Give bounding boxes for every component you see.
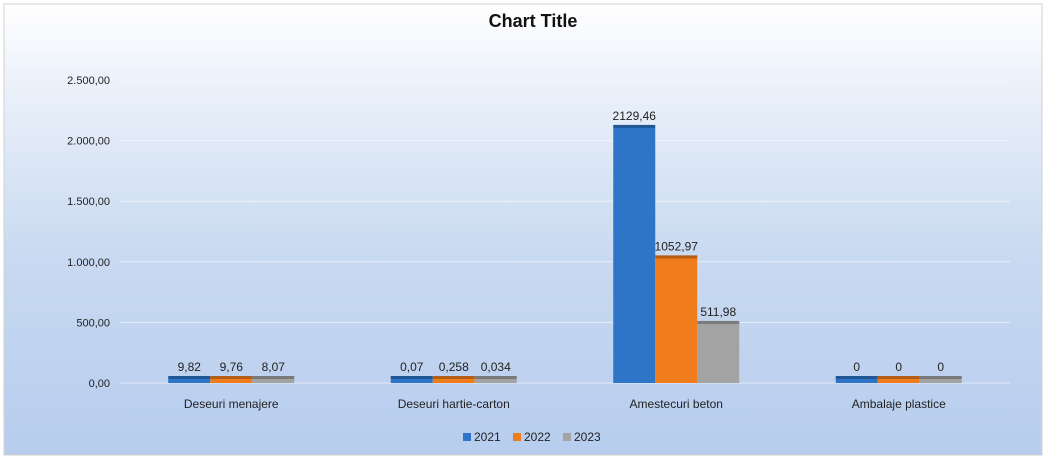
bar-top-edge <box>168 376 211 379</box>
bar-2021 <box>390 376 433 383</box>
bar-top-edge <box>835 376 878 379</box>
data-label: 0 <box>853 360 860 374</box>
data-label: 0,07 <box>400 360 424 374</box>
y-tick-label: 0,00 <box>89 378 110 390</box>
data-label: 0,258 <box>439 360 469 374</box>
chart-title: Chart Title <box>489 11 578 31</box>
legend-swatch <box>563 433 571 441</box>
data-label: 0,034 <box>481 360 511 374</box>
y-tick-label: 1.500,00 <box>67 196 110 208</box>
data-label: 1052,97 <box>655 239 699 253</box>
legend-label: 2023 <box>574 430 601 444</box>
y-tick-label: 2.000,00 <box>67 136 110 148</box>
bar-top-edge <box>919 376 962 379</box>
y-tick-label: 1.000,00 <box>67 257 110 269</box>
legend-swatch <box>463 433 471 441</box>
bar-2022 <box>877 376 920 383</box>
bar-top-edge <box>697 320 740 324</box>
bar-2023 <box>474 376 517 383</box>
y-axis-ticks: 0,00 500,00 1.000,00 1.500,00 2.000,00 2.500,… <box>67 75 110 390</box>
bar-top-edge <box>252 376 295 379</box>
data-labels: 9,82 9,76 8,07 0,07 0,258 0,034 2129,46 1052,97… <box>178 109 945 374</box>
bar-2021 <box>613 124 656 383</box>
bar-2022 <box>210 376 253 383</box>
bar-2023 <box>919 376 962 383</box>
category-labels: Deseuri menajere Deseuri hartie-carton Ame… <box>184 397 946 411</box>
bar-2023 <box>252 376 295 383</box>
data-label: 511,98 <box>700 305 736 319</box>
data-label: 9,76 <box>220 360 244 374</box>
legend: 2021 2022 2023 <box>463 430 601 444</box>
bar-2022 <box>432 376 475 383</box>
bar-top-edge <box>877 376 920 379</box>
data-label: 2129,46 <box>613 109 657 123</box>
data-label: 0 <box>937 360 944 374</box>
category-label: Deseuri hartie-carton <box>398 397 510 411</box>
bar-top-edge <box>210 376 253 379</box>
chart-background <box>3 3 1043 456</box>
bar-top-edge <box>655 255 698 259</box>
bars <box>168 124 962 383</box>
category-label: Deseuri menajere <box>184 397 279 411</box>
category-label: Amestecuri beton <box>630 397 723 411</box>
y-tick-label: 500,00 <box>76 317 110 329</box>
data-label: 0 <box>895 360 902 374</box>
y-tick-label: 2.500,00 <box>67 75 110 87</box>
bar-2023 <box>697 320 740 383</box>
bar-top-edge <box>474 376 517 379</box>
data-label: 9,82 <box>178 360 202 374</box>
legend-swatch <box>513 433 521 441</box>
bar-top-edge <box>432 376 475 379</box>
legend-label: 2021 <box>474 430 501 444</box>
bar-2022 <box>655 255 698 383</box>
data-label: 8,07 <box>262 360 286 374</box>
bar-2021 <box>835 376 878 383</box>
category-label: Ambalaje plastice <box>852 397 946 411</box>
legend-label: 2022 <box>524 430 551 444</box>
bar-top-edge <box>613 124 656 128</box>
bar-2021 <box>168 376 211 383</box>
bar-top-edge <box>390 376 433 379</box>
